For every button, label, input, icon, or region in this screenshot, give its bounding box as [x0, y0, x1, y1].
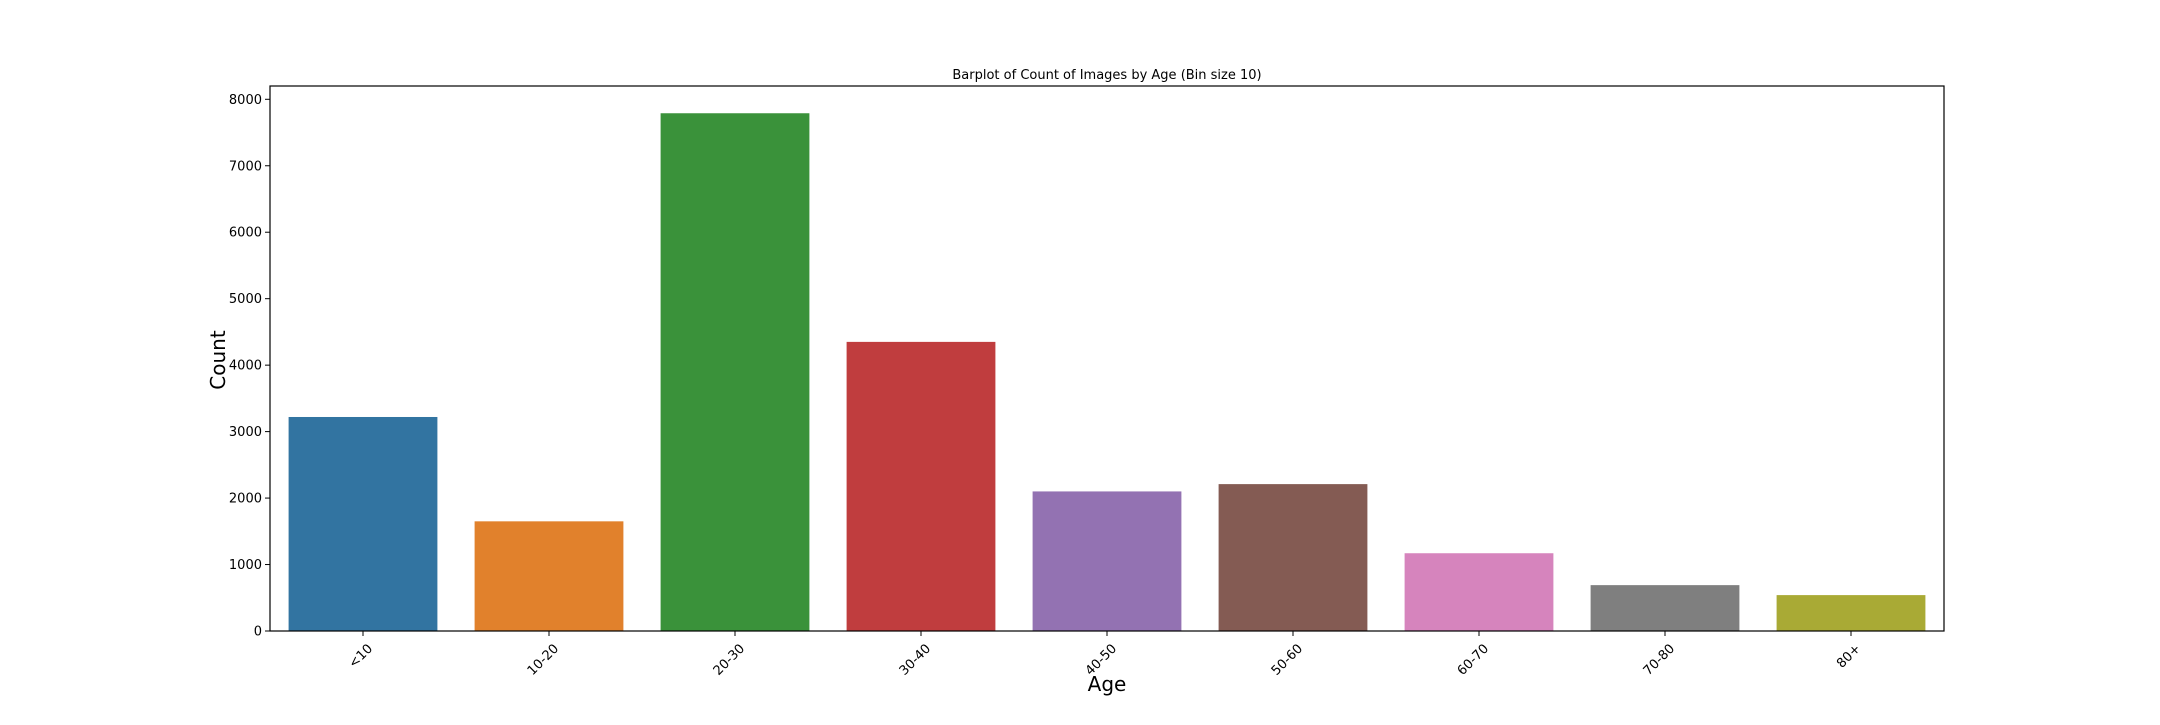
bar-80+ [1776, 595, 1926, 631]
bar-10-20 [474, 521, 624, 631]
bar-<10 [288, 416, 438, 631]
y-tick-label: 0 [254, 625, 262, 640]
x-axis-title: Age [1088, 672, 1127, 696]
bar-30-40 [846, 341, 996, 631]
y-tick-label: 5000 [229, 292, 262, 307]
y-tick-label: 4000 [229, 359, 262, 374]
bar-70-80 [1590, 585, 1740, 631]
x-tick-label: 20-30 [711, 641, 748, 678]
y-axis-title: Count [206, 330, 230, 390]
bar-40-50 [1032, 491, 1182, 631]
bar-20-30 [660, 113, 810, 631]
bar-60-70 [1404, 553, 1554, 631]
y-tick-label: 3000 [229, 425, 262, 440]
x-tick-label: 10-20 [525, 641, 562, 678]
plot-area [288, 113, 1926, 631]
y-tick-label: 7000 [229, 159, 262, 174]
y-axis: 0 1000 2000 3000 4000 5000 6000 7000 8000 [229, 93, 270, 640]
x-tick-label: 70-80 [1641, 641, 1678, 678]
bar-50-60 [1218, 484, 1368, 631]
x-tick-label: 50-60 [1269, 641, 1306, 678]
x-tick-label: 80+ [1834, 641, 1864, 671]
chart-title: Barplot of Count of Images by Age (Bin s… [952, 68, 1261, 83]
y-tick-label: 6000 [229, 226, 262, 241]
y-tick-label: 8000 [229, 93, 262, 108]
x-tick-label: 60-70 [1455, 641, 1492, 678]
x-tick-label: 30-40 [897, 641, 934, 678]
x-tick-label: <10 [346, 641, 376, 671]
y-tick-label: 1000 [229, 558, 262, 573]
y-tick-label: 2000 [229, 492, 262, 507]
